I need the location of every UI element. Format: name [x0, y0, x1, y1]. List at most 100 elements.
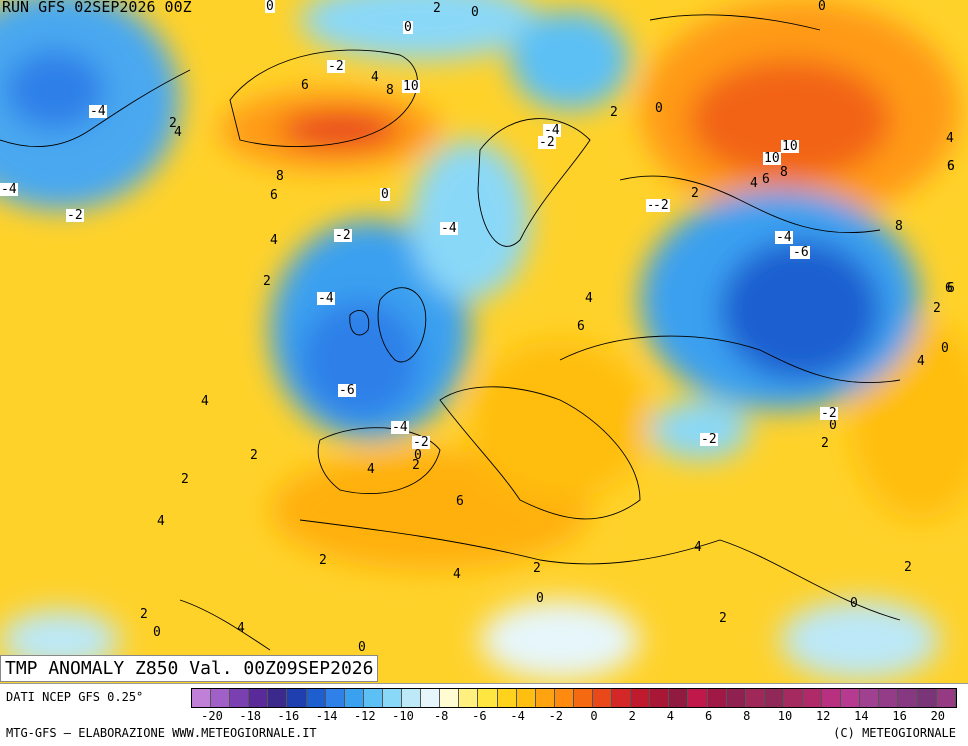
- color-swatch: [344, 689, 364, 707]
- color-swatch: [421, 689, 441, 707]
- color-swatch: [325, 689, 345, 707]
- contour-label: 8: [276, 169, 284, 184]
- color-swatch: [612, 689, 632, 707]
- color-scale-ticks: -20 -18 -16 -14 -12 -10 -8 -6 -4 -2 0 2 4 6 8 10 12 14 16 2…: [191, 709, 968, 725]
- scale-tick-label: -2: [548, 709, 564, 723]
- contour-label: 2: [412, 458, 420, 473]
- scale-tick-label: 4: [666, 709, 675, 723]
- contour-label: 4: [174, 125, 182, 140]
- temperature-anomaly-map: RUN GFS 02SEP2026 00Z 0 2 0 0 -2 6 4 8 1…: [0, 0, 968, 683]
- contour-label: 4: [270, 233, 278, 248]
- contour-label: 0: [380, 187, 390, 202]
- color-scale-bar: [191, 688, 957, 708]
- color-swatch: [822, 689, 842, 707]
- color-swatch: [211, 689, 231, 707]
- contour-label: 0: [850, 596, 858, 611]
- contour-label: -4: [391, 420, 409, 435]
- contour-label: -2: [538, 135, 556, 150]
- contour-label: 8: [386, 83, 394, 98]
- contour-label: 2: [904, 560, 912, 575]
- color-swatch: [573, 689, 593, 707]
- contour-label: 10: [763, 151, 781, 166]
- contour-label: 6: [577, 319, 585, 334]
- contour-label: 0: [655, 101, 663, 116]
- contour-label: 2: [319, 553, 327, 568]
- color-swatch: [459, 689, 479, 707]
- contour-label: 0: [829, 418, 837, 433]
- scale-tick-label: 8: [743, 709, 751, 723]
- color-swatch: [230, 689, 250, 707]
- color-swatch: [268, 689, 288, 707]
- color-swatch: [440, 689, 460, 707]
- contour-label: 4: [201, 394, 209, 409]
- contour-label: 2: [250, 448, 258, 463]
- contour-label: 6: [947, 159, 955, 174]
- color-swatch: [764, 689, 784, 707]
- copyright-text: (C) METEOGIORNALE: [833, 726, 956, 740]
- contour-label: -2: [66, 208, 84, 223]
- contour-label: 4: [237, 621, 245, 636]
- color-swatch: [841, 689, 861, 707]
- contour-label: 2: [691, 186, 699, 201]
- contour-label: 0: [414, 448, 422, 463]
- contour-label: 4: [371, 70, 379, 85]
- color-swatch: [745, 689, 765, 707]
- scale-tick-label: -12: [353, 709, 376, 723]
- contour-label: 6: [456, 494, 464, 509]
- scale-tick-label: 0: [590, 709, 598, 723]
- color-swatch: [478, 689, 498, 707]
- contour-label: 4: [367, 462, 375, 477]
- contour-label: 2: [719, 611, 727, 626]
- color-swatch: [688, 689, 708, 707]
- contour-label: 4: [946, 131, 954, 146]
- run-title: RUN GFS 02SEP2026 00Z: [2, 0, 192, 16]
- contour-label: 0: [818, 0, 826, 14]
- color-swatch: [382, 689, 403, 707]
- contour-label: 4: [157, 514, 165, 529]
- anomaly-field: [0, 0, 968, 683]
- contour-label: -4: [440, 221, 458, 236]
- contour-label: 6: [947, 281, 955, 296]
- contour-label: 0: [536, 591, 544, 606]
- scale-tick-label: -18: [239, 709, 262, 723]
- color-swatch: [516, 689, 536, 707]
- contour-label: 4: [750, 176, 758, 191]
- contour-label: 0: [265, 0, 275, 14]
- contour-label: -4: [317, 291, 335, 306]
- contour-label: 0: [153, 625, 161, 640]
- color-swatch: [402, 689, 422, 707]
- color-swatch: [898, 689, 918, 707]
- color-swatch: [592, 689, 613, 707]
- data-source: DATI NCEP GFS 0.25°: [6, 690, 144, 704]
- contour-label: -2: [820, 406, 838, 421]
- scale-tick-label: 6: [704, 709, 713, 723]
- contour-label: 6: [762, 172, 770, 187]
- scale-tick-label: 12: [815, 709, 831, 723]
- scale-tick-label: -6: [472, 709, 487, 723]
- contour-label: -6: [792, 245, 810, 260]
- scale-tick-label: -14: [315, 709, 338, 723]
- color-swatch: [783, 689, 803, 707]
- color-swatch: [669, 689, 689, 707]
- contour-label: 4: [585, 291, 593, 306]
- contour-label: 6: [270, 188, 278, 203]
- scale-tick-label: -4: [510, 709, 525, 723]
- contour-label: 4: [453, 567, 461, 582]
- color-swatch: [860, 689, 880, 707]
- color-swatch: [306, 689, 326, 707]
- contour-label: -4: [89, 104, 107, 119]
- color-swatch: [879, 689, 899, 707]
- contour-label: 6: [945, 281, 953, 296]
- contour-label: 2: [533, 561, 541, 576]
- contour-label: 2: [181, 472, 189, 487]
- credits-text: MTG-GFS — ELABORAZIONE WWW.METEOGIORNALE…: [6, 726, 317, 740]
- scale-tick-label: 2: [628, 709, 636, 723]
- contour-label: -2: [334, 228, 352, 243]
- contour-label: -2: [412, 435, 430, 450]
- scale-tick-label: -10: [392, 709, 414, 723]
- contour-label: 2: [933, 301, 941, 316]
- scale-tick-label: -8: [433, 709, 449, 723]
- color-swatch: [192, 689, 212, 707]
- contour-label: 0: [471, 5, 479, 20]
- contour-label: -2: [327, 59, 345, 74]
